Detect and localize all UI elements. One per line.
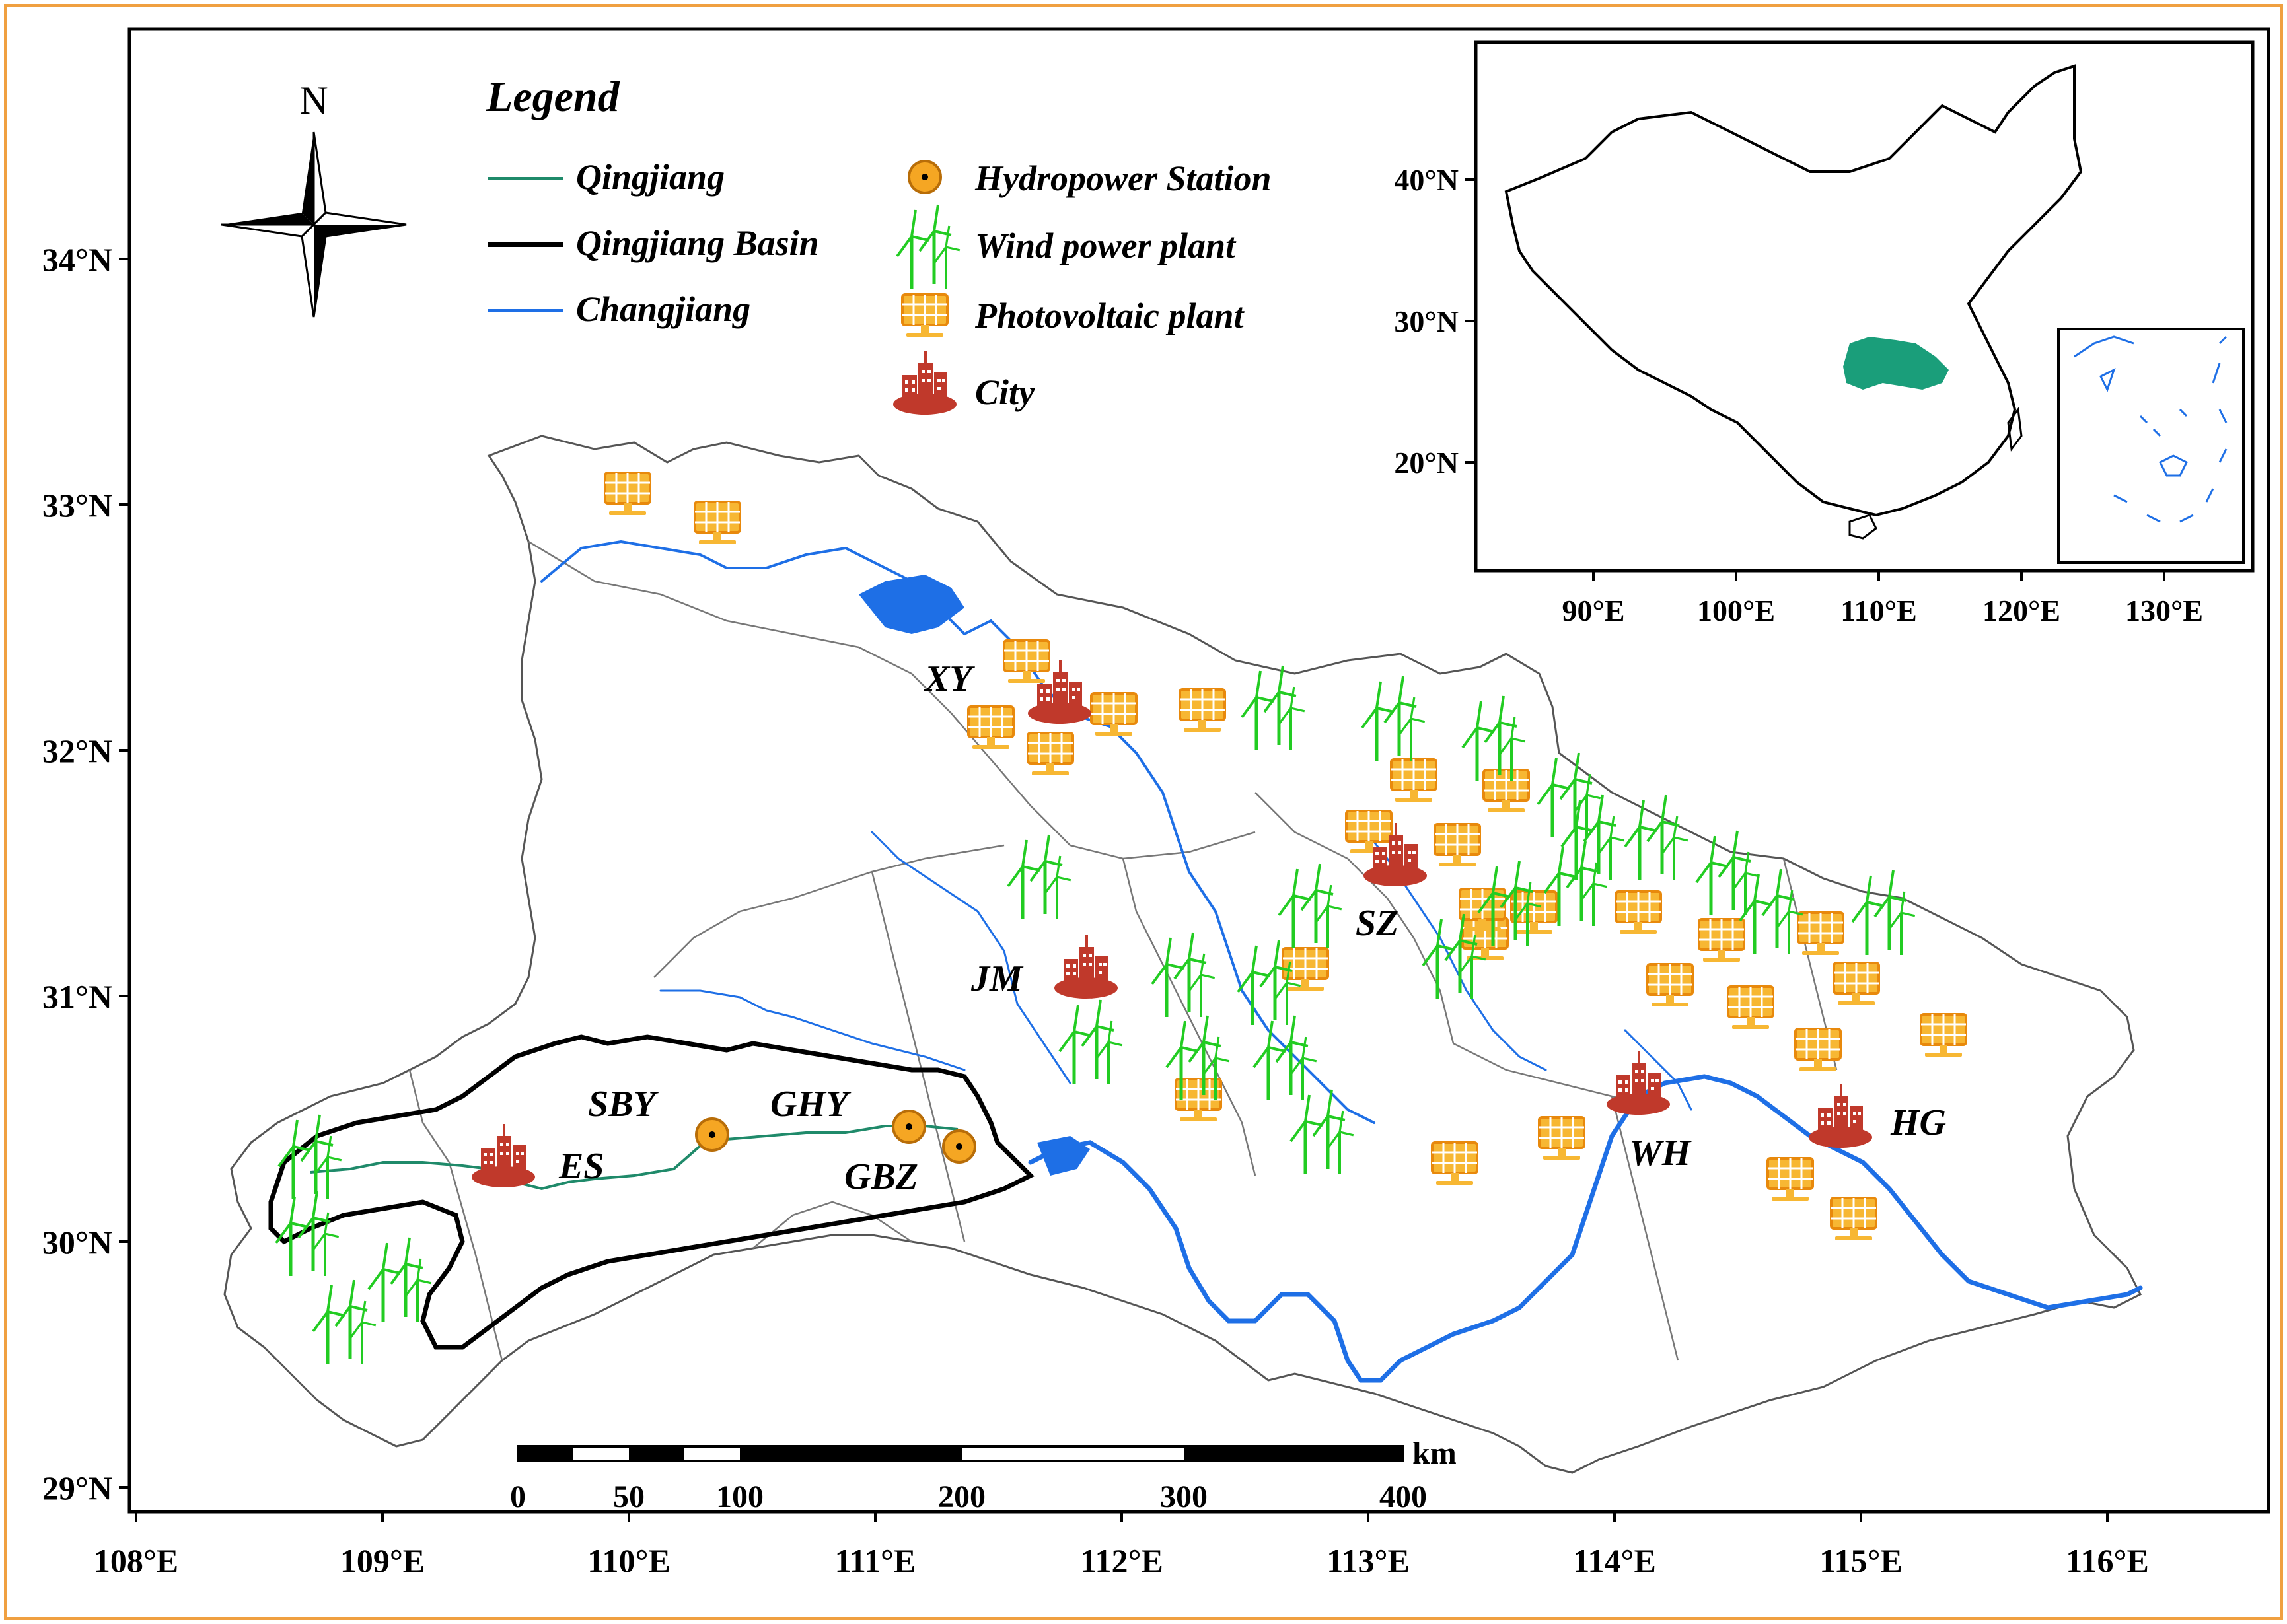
legend: Legend Qingjiang Qingjiang Basin Changji… [486, 73, 1272, 416]
x-tick-label: 112°E [1080, 1542, 1163, 1579]
inset-x-tick: 130°E [2125, 594, 2203, 627]
hydropower-icon [908, 160, 942, 194]
y-tick-label: 31°N [42, 978, 112, 1015]
city-label-xy: XY [924, 658, 975, 699]
hydropower-icon [942, 1129, 976, 1164]
legend-label-changjiang: Changjiang [576, 289, 750, 329]
scale-tick: 400 [1379, 1479, 1427, 1514]
x-tick-label: 110°E [587, 1542, 671, 1579]
inset-x-tick: 100°E [1697, 594, 1775, 627]
x-tick-label: 109°E [340, 1542, 425, 1579]
y-axis-labels: 29°N 30°N 31°N 32°N 33°N 34°N [42, 241, 112, 1506]
y-tick-label: 33°N [42, 487, 112, 524]
x-tick-label: 116°E [2066, 1542, 2149, 1579]
inset-x-tick: 90°E [1562, 594, 1624, 627]
reservoir [859, 575, 964, 634]
scale-tick: 200 [938, 1479, 986, 1514]
y-tick-label: 30°N [42, 1224, 112, 1261]
inset-y-tick: 30°N [1394, 304, 1459, 338]
south-china-sea-islands [2074, 335, 2228, 523]
scale-tick: 0 [510, 1479, 526, 1514]
x-tick-label: 108°E [94, 1542, 178, 1579]
province-border [223, 435, 2142, 1474]
x-tick-label: 113°E [1326, 1542, 1410, 1579]
taiwan-island [2007, 407, 2023, 452]
hydropower-icon [695, 1117, 729, 1152]
qingjiang-river [310, 1125, 959, 1191]
y-tick-label: 29°N [42, 1469, 112, 1506]
hydro-label-gbz: GBZ [844, 1156, 918, 1197]
city-label-es: ES [558, 1146, 604, 1187]
north-label: N [299, 79, 328, 122]
x-tick-label: 111°E [835, 1542, 916, 1579]
scale-bar: km 0 50 100 200 300 400 [510, 1436, 1457, 1514]
city-label-wh: WH [1629, 1133, 1692, 1174]
south-china-sea-inset [2057, 328, 2245, 564]
legend-title: Legend [486, 73, 620, 121]
china-outline [1504, 64, 2083, 517]
inset-y-tick: 40°N [1394, 163, 1459, 197]
scale-unit: km [1412, 1436, 1457, 1471]
y-tick-label: 32°N [42, 732, 112, 769]
legend-label-hydropower: Hydropower Station [974, 159, 1272, 198]
inset-y-tick: 20°N [1394, 446, 1459, 479]
outer-frame [4, 4, 2283, 1620]
inset-ticks [1465, 178, 2165, 581]
inset-map: 90°E 100°E 110°E 120°E 130°E 20°N 30°N 4… [1394, 40, 2255, 627]
inset-x-tick: 120°E [1982, 594, 2060, 627]
hainan-island [1848, 514, 1877, 540]
legend-label-pv: Photovoltaic plant [974, 296, 1245, 335]
x-tick-label: 114°E [1573, 1542, 1656, 1579]
city-label-jm: JM [970, 958, 1024, 999]
legend-label-qingjiang: Qingjiang [576, 157, 725, 197]
hydropower-stations: SBY GHY GBZ [588, 1084, 976, 1197]
city-label-sz: SZ [1356, 903, 1398, 944]
legend-label-wind: Wind power plant [975, 226, 1237, 265]
north-arrow: N [221, 79, 407, 318]
hydro-label-sby: SBY [588, 1084, 659, 1125]
legend-label-basin: Qingjiang Basin [576, 223, 819, 263]
hydro-label-ghy: GHY [770, 1084, 852, 1125]
reservoir-2 [1037, 1136, 1090, 1176]
x-tick-label: 115°E [1819, 1542, 1903, 1579]
y-tick-label: 34°N [42, 241, 112, 278]
cities: XY SZ JM ES WH HG [470, 658, 1946, 1189]
hubei-highlight [1843, 337, 1949, 390]
legend-label-city: City [975, 372, 1035, 412]
qingjiang-basin [268, 1034, 1035, 1350]
scale-tick: 300 [1160, 1479, 1208, 1514]
hydropower-icon [892, 1110, 926, 1144]
city-label-hg: HG [1890, 1102, 1946, 1143]
x-axis-labels: 108°E 109°E 110°E 111°E 112°E 113°E 114°… [94, 1542, 2149, 1579]
inset-x-tick: 110°E [1840, 594, 1917, 627]
main-axis-ticks [119, 258, 2109, 1522]
scale-tick: 100 [716, 1479, 764, 1514]
scale-tick: 50 [613, 1479, 645, 1514]
